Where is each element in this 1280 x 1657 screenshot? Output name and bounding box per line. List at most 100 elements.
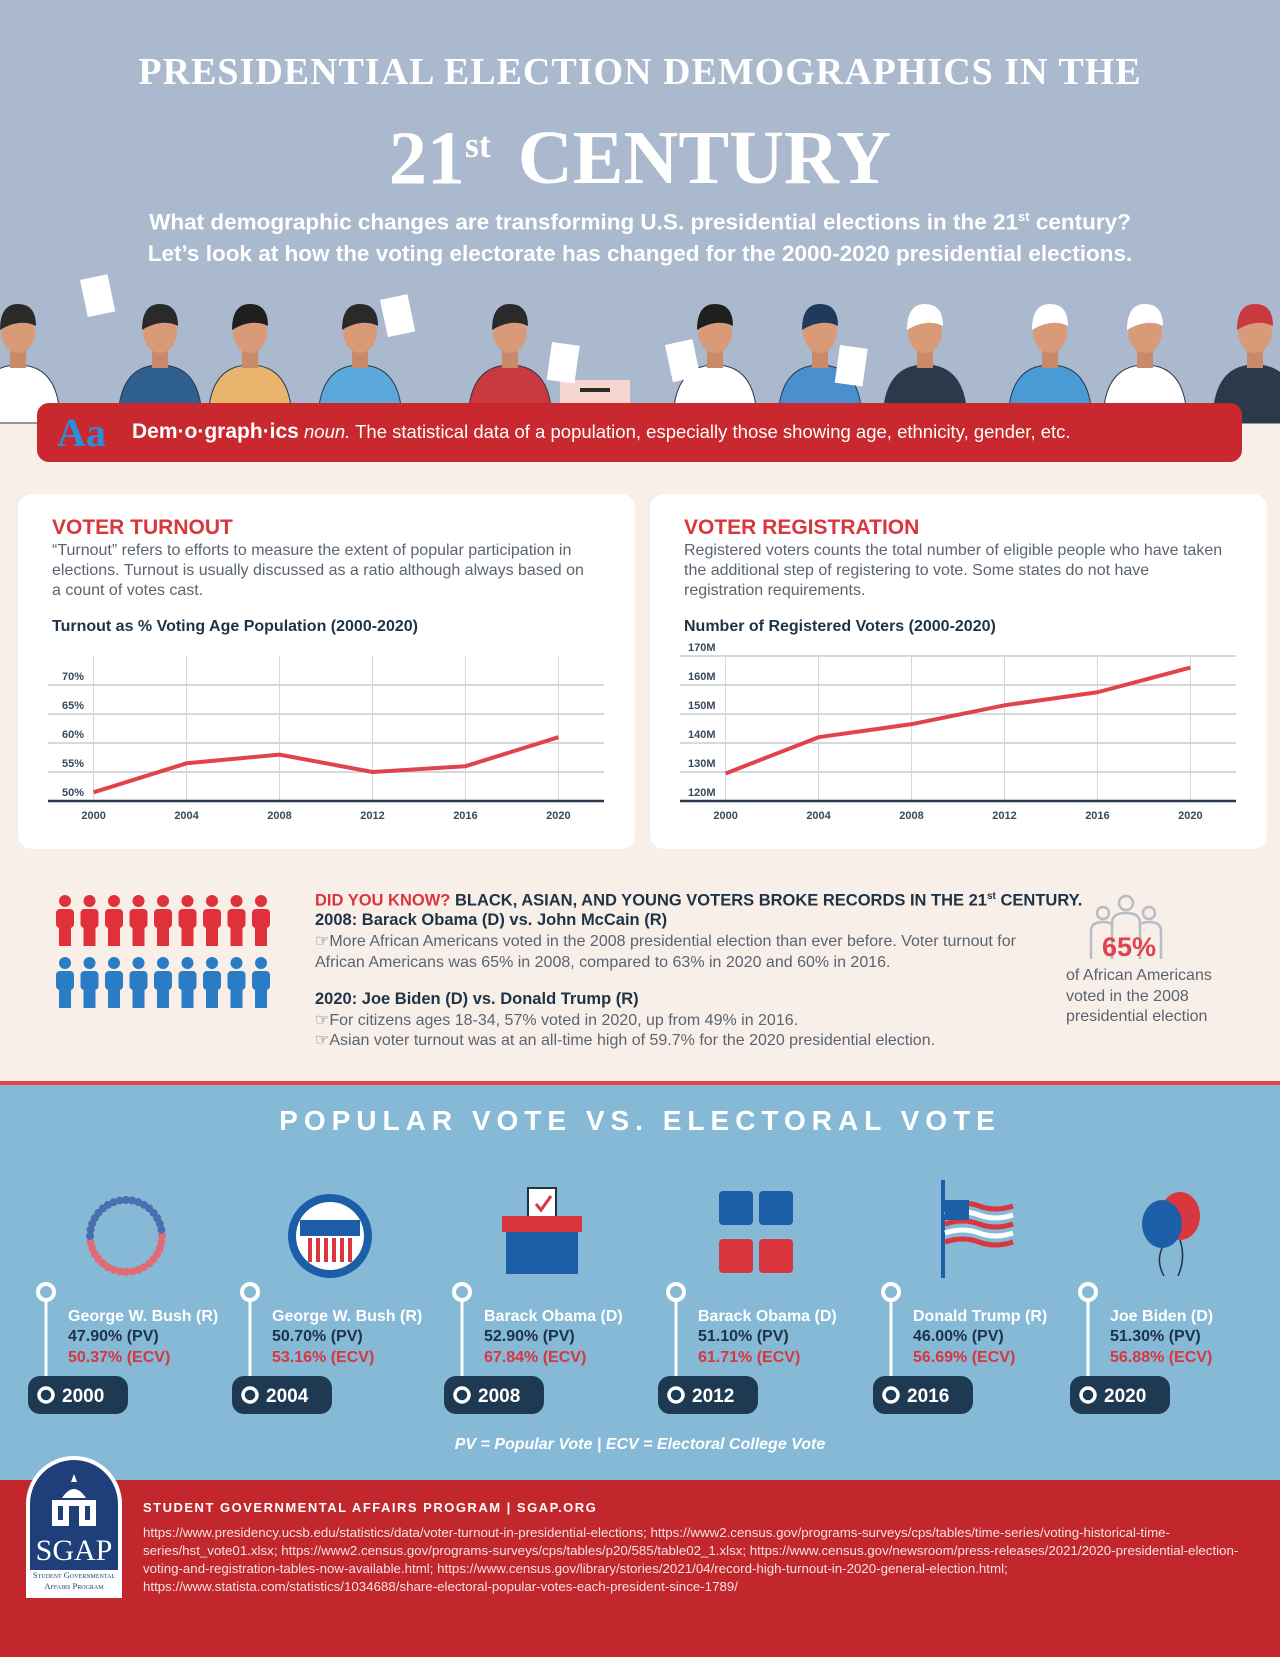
icon-dot [134, 1265, 143, 1274]
person-icon-legs [83, 988, 96, 1008]
person-icon-head [59, 895, 71, 907]
headline-text: BLACK, ASIAN, AND YOUNG VOTERS BROKE REC… [450, 891, 987, 910]
icon-box-top [502, 1216, 582, 1232]
person-icon-body [80, 909, 99, 928]
did-you-know-headline: DID YOU KNOW? BLACK, ASIAN, AND YOUNG VO… [315, 891, 1082, 910]
timeline-pin [36, 1282, 56, 1302]
timeline-pin [1078, 1282, 1098, 1302]
definition-pos: noun. [304, 421, 351, 442]
person-hair [697, 304, 733, 330]
popular-vote: 51.10% (PV) [698, 1328, 789, 1345]
y-tick-label: 150M [688, 700, 716, 712]
year-pill [1070, 1376, 1170, 1414]
person-hair [1127, 304, 1163, 330]
icon-dot [157, 1238, 166, 1247]
y-tick-label: 65% [62, 700, 84, 712]
timeline-pin [666, 1282, 686, 1302]
person-icon-legs [59, 988, 71, 1008]
electoral-vote: 56.69% (ECV) [913, 1349, 1015, 1366]
person-neck [502, 350, 518, 368]
year-label: 2004 [266, 1386, 309, 1407]
person-icon-head [206, 957, 218, 969]
x-tick-label: 2008 [899, 810, 923, 822]
timeline-pin [452, 1282, 472, 1302]
person-hair [492, 304, 528, 330]
vote-section [0, 1085, 1280, 1480]
person-neck [152, 350, 168, 368]
people-icons [56, 895, 270, 1008]
person-icon-legs [206, 926, 218, 946]
person-neck [352, 350, 368, 368]
person-icon-head [108, 957, 120, 969]
icon-flag-stripe [944, 1227, 1014, 1239]
icon-dot [86, 1225, 95, 1234]
person-icon-head [108, 895, 120, 907]
panel: 120M 130M 140M 150M 160M 170M 2000 2004 2008 2012… [650, 494, 1267, 849]
person-icon-head [255, 957, 267, 969]
person-icon-body [80, 971, 99, 990]
title-word: CENTURY [517, 116, 892, 201]
candidate-name: George W. Bush (R) [68, 1308, 218, 1325]
person-icon-legs [230, 926, 243, 946]
divider [0, 1081, 1280, 1085]
icon-string [1158, 1239, 1184, 1277]
icon-dot [115, 1267, 124, 1276]
icon-party [759, 1191, 793, 1225]
year-pill-dot [1079, 1386, 1097, 1404]
subheading: 2008: Barack Obama (D) vs. John McCain (… [315, 911, 668, 929]
year-pill-dot [882, 1386, 900, 1404]
title-main: 21st CENTURY [0, 100, 1280, 203]
paper [546, 342, 580, 384]
candidate-name: George W. Bush (R) [272, 1308, 422, 1325]
icon-dot [86, 1232, 94, 1240]
person-icon-body [203, 909, 221, 928]
panel-description: Registered voters counts the total numbe… [684, 542, 1223, 599]
person-icon-body [178, 909, 197, 928]
line [724, 665, 1191, 776]
person-hair [1032, 304, 1068, 330]
person-icon-body [227, 971, 246, 990]
person-icon-body [129, 971, 148, 990]
stat-caption: of African Americans voted in the 2008 p… [1066, 967, 1212, 1025]
footer-org: STUDENT GOVERNMENTAL AFFAIRS PROGRAM | S… [143, 1500, 598, 1515]
person-icon-head [157, 895, 169, 907]
footnote: PV = Popular Vote | ECV = Electoral Coll… [454, 1436, 826, 1453]
x-tick-label: 2016 [453, 810, 477, 822]
person-icon-head [181, 895, 194, 907]
year-label: 2012 [692, 1386, 734, 1407]
y-tick-label: 140M [688, 729, 716, 741]
popular-vote: 50.70% (PV) [272, 1328, 363, 1345]
person-neck [242, 350, 258, 368]
icon-party [719, 1191, 753, 1225]
year-pill-dot [37, 1386, 55, 1404]
definition-body: The statistical data of a population, es… [355, 421, 1071, 442]
year-label: 2016 [907, 1386, 949, 1407]
person-neck [10, 350, 26, 368]
x-tick-label: 2008 [267, 810, 291, 822]
subheading: 2020: Joe Biden (D) vs. Donald Trump (R) [315, 990, 639, 1008]
y-tick-label: 70% [62, 671, 84, 683]
year-pill [873, 1376, 973, 1414]
intro-text: What demographic changes are transformin… [149, 209, 1019, 235]
panel: 50% 55% 60% 65% 70% 2000 2004 2008 2012 2016 2020 … [18, 494, 635, 849]
icon-dot [86, 1238, 95, 1247]
person-icon-body [105, 971, 123, 990]
person-icon-body [252, 909, 270, 928]
definition-icon: Aa [57, 410, 106, 455]
icon-stripe [308, 1238, 312, 1262]
stat-icon [1089, 894, 1163, 959]
person-icon-head [83, 957, 96, 969]
person-icon-body [178, 971, 197, 990]
person-hair [1237, 304, 1273, 330]
person-hair [907, 304, 943, 330]
line-chart: 120M 130M 140M 150M 160M 170M 2000 2004 2008 2012… [680, 642, 1236, 822]
person-icon-head [230, 957, 243, 969]
x-tick-label: 2000 [81, 810, 105, 822]
section-title: POPULAR VOTE VS. ELECTORAL VOTE [279, 1105, 1001, 1136]
bullet: ☞For citizens ages 18-34, 57% voted in 2… [315, 1012, 799, 1029]
person-icon-legs [132, 988, 145, 1008]
person-icon-head [83, 895, 96, 907]
person-icon-legs [181, 926, 194, 946]
icon-stripe [348, 1238, 352, 1262]
bullet: ☞Asian voter turnout was at an all-time … [315, 1032, 936, 1049]
